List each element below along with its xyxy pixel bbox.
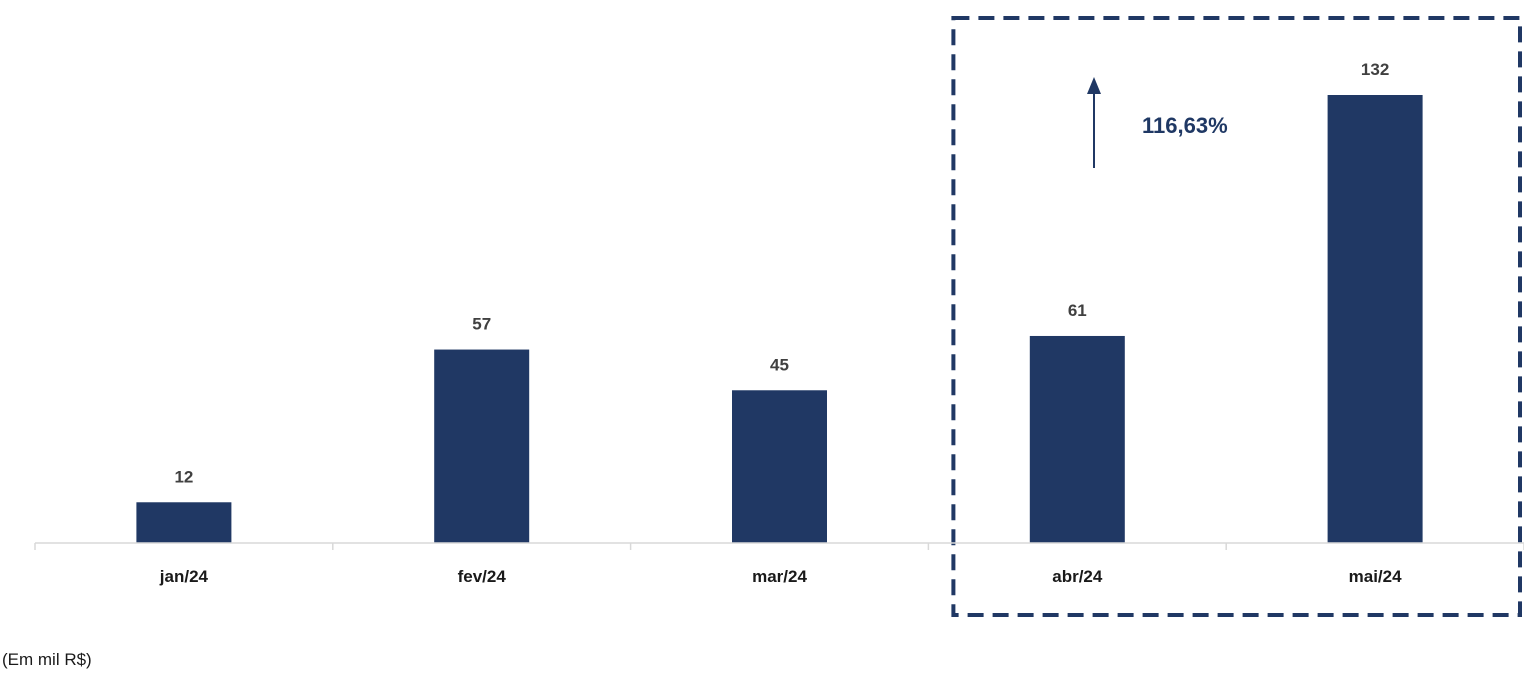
- bar-mai-24: [1327, 95, 1423, 543]
- unit-note: (Em mil R$): [2, 650, 92, 669]
- bar-jan-24: [136, 502, 232, 543]
- growth-annotation: 116,63%: [1087, 77, 1228, 168]
- bar-mar-24: [732, 390, 827, 543]
- bars-layer: [136, 95, 1423, 543]
- bar-chart: 12 jan/24 57 fev/24 45 mar/24 61 abr/24 132 mai/2…: [34, 16, 1524, 617]
- highlight-layer: [951, 16, 1522, 617]
- data-label: 45: [770, 355, 789, 374]
- bar-abr-24: [1029, 335, 1125, 543]
- labels-layer: 12 jan/24 57 fev/24 45 mar/24 61 abr/24 132 mai/2…: [159, 60, 1402, 586]
- bar-fev-24: [434, 349, 530, 543]
- data-label: 57: [472, 315, 491, 334]
- data-label: 132: [1361, 60, 1389, 79]
- data-label: 61: [1068, 301, 1087, 320]
- x-tick-label: abr/24: [1052, 567, 1103, 586]
- x-tick-label: mai/24: [1349, 567, 1402, 586]
- x-tick-label: jan/24: [159, 567, 209, 586]
- x-tick-label: fev/24: [458, 567, 507, 586]
- x-tick-label: mar/24: [752, 567, 807, 586]
- growth-percentage-label: 116,63%: [1142, 113, 1228, 138]
- highlight-box: [951, 16, 1522, 617]
- x-axis: [34, 542, 1524, 550]
- arrow-up-icon: [1087, 77, 1101, 94]
- data-label: 12: [174, 467, 193, 486]
